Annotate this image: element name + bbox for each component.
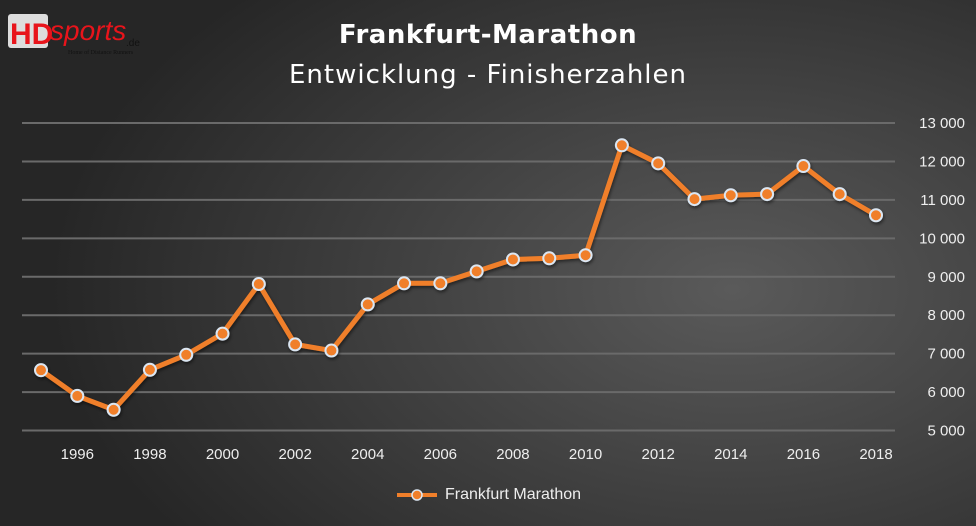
data-point (505, 252, 520, 267)
svg-text:Home of Distance Runners: Home of Distance Runners (68, 49, 134, 56)
data-point (614, 138, 629, 153)
data-point (578, 248, 593, 263)
x-tick-label: 2000 (206, 446, 239, 463)
svg-text:HD: HD (10, 18, 53, 51)
y-tick-label: 9 000 (927, 269, 965, 286)
data-point (542, 251, 557, 266)
data-point (179, 347, 194, 362)
data-point (106, 402, 121, 417)
data-point (869, 208, 883, 223)
data-point (142, 362, 157, 377)
data-point (687, 192, 702, 207)
data-point (397, 276, 412, 291)
x-tick-label: 2008 (496, 446, 529, 463)
data-point (251, 277, 266, 292)
x-tick-label: 2012 (641, 446, 674, 463)
svg-text:.de: .de (126, 38, 140, 49)
chart-subtitle: Entwicklung - Finisherzahlen (289, 60, 687, 90)
x-tick-label: 2002 (278, 446, 311, 463)
x-tick-label: 2018 (859, 446, 892, 463)
data-point (324, 343, 339, 358)
x-tick-label: 2010 (569, 446, 602, 463)
y-tick-label: 10 000 (919, 230, 965, 247)
legend-label: Frankfurt Marathon (444, 486, 582, 503)
data-point (796, 159, 811, 174)
data-point (651, 156, 666, 171)
y-tick-label: 11 000 (920, 192, 965, 209)
x-tick-label: 2004 (351, 446, 384, 463)
y-tick-label: 8 000 (927, 307, 965, 324)
y-tick-label: 12 000 (919, 153, 965, 170)
data-point (760, 187, 775, 202)
x-tick-label: 2014 (714, 446, 747, 463)
x-tick-label: 2006 (424, 446, 457, 463)
data-point (723, 188, 738, 203)
data-point (34, 363, 48, 378)
legend: Frankfurt Marathon (0, 486, 976, 504)
data-point (215, 326, 230, 341)
y-tick-label: 6 000 (927, 384, 965, 401)
x-tick-label: 2016 (787, 446, 820, 463)
svg-text:sports: sports (50, 15, 126, 46)
data-point (288, 337, 303, 352)
y-tick-label: 5 000 (927, 423, 965, 440)
y-tick-label: 13 000 (919, 115, 965, 132)
hdsports-logo: HD sports .de Home of Distance Runners (8, 14, 140, 56)
y-tick-label: 7 000 (927, 346, 965, 363)
legend-marker-icon (396, 489, 437, 501)
chart-title: Frankfurt-Marathon (338, 20, 638, 50)
data-point (469, 264, 484, 279)
data-point (70, 388, 85, 403)
data-point (832, 187, 847, 202)
data-point (360, 297, 375, 312)
x-tick-label: 1996 (61, 446, 94, 463)
data-point (433, 276, 448, 291)
x-tick-label: 1998 (133, 446, 166, 463)
